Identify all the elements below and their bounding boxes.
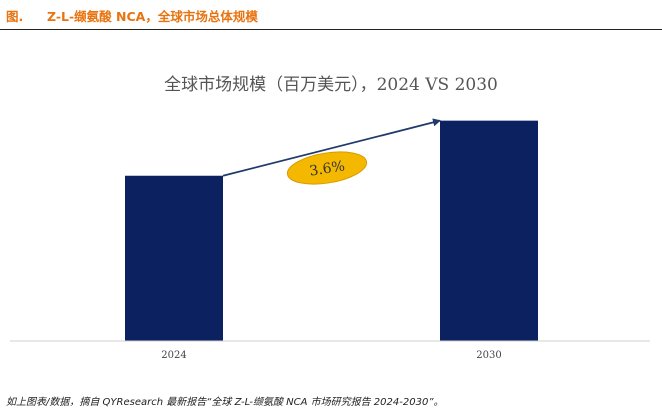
growth-rate-bubble (286, 151, 368, 185)
source-note: 如上图表/数据，摘自 QYResearch 最新报告“全球 Z-L-缬氨酸 NC… (6, 397, 444, 408)
x-tick-label-2024: 2024 (161, 350, 186, 361)
figure-title: Z-L-缬氨酸 NCA，全球市场总体规模 (47, 9, 258, 24)
bar-2024 (125, 175, 223, 341)
growth-arrow (222, 118, 441, 177)
bar-2030 (440, 120, 538, 342)
figure-header: 图. Z-L-缬氨酸 NCA，全球市场总体规模 (0, 0, 662, 30)
x-tick-label-2030: 2030 (476, 350, 501, 361)
growth-rate-label: 3.6% (308, 158, 346, 179)
header-divider (0, 29, 662, 30)
chart-title: 全球市场规模（百万美元），2024 VS 2030 (164, 75, 498, 95)
figure-label: 图. (6, 9, 24, 24)
